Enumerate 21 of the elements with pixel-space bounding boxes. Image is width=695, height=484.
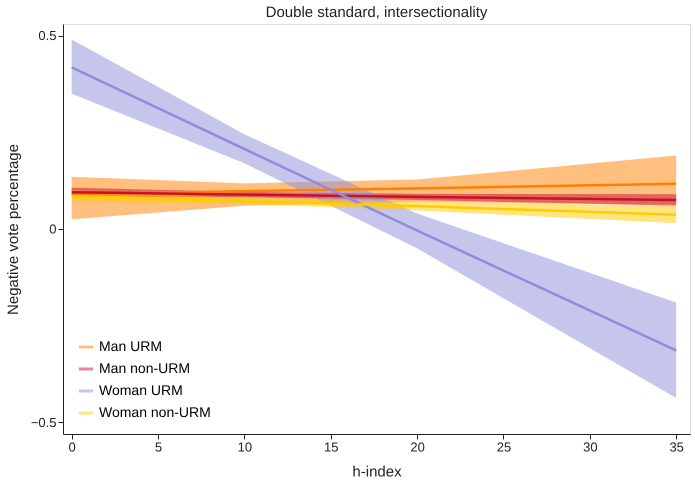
y-tick-label: 0 <box>49 222 56 236</box>
x-tick-label: 15 <box>324 440 338 454</box>
x-tick-label: 30 <box>583 440 598 454</box>
y-tick-label: 0.5 <box>38 28 56 44</box>
x-tick-label: 20 <box>410 440 425 454</box>
legend-label: Woman URM <box>99 382 183 398</box>
line-series <box>70 191 678 202</box>
x-tick-label: 10 <box>238 440 252 454</box>
x-tick-label: 5 <box>154 440 162 454</box>
legend-label: Man non-URM <box>99 360 190 376</box>
x-tick-label: 35 <box>669 440 684 454</box>
x-tick-label: 0 <box>68 440 76 454</box>
line-series <box>70 194 678 216</box>
y-axis-title: Negative vote percentage <box>4 144 22 315</box>
legend-label: Woman non-URM <box>99 404 211 420</box>
legend-label: Man URM <box>99 338 162 354</box>
line-series <box>70 66 678 352</box>
chart-title: Double standard, intersectionality <box>266 4 488 21</box>
x-axis-title: h-index <box>352 464 402 480</box>
x-tick-label: 25 <box>496 440 512 454</box>
y-tick-label: −0.5 <box>30 414 56 430</box>
